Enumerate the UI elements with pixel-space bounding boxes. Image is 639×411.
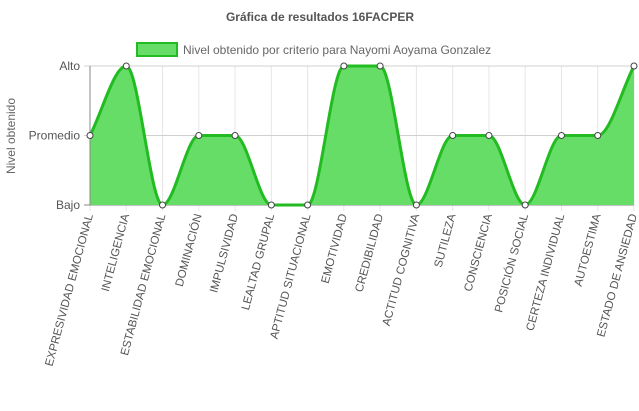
x-tick-labels: EXPRESIVIDAD EMOCIONAL INTELIGENCIAESTABI… [44, 212, 639, 368]
data-point [594, 132, 602, 139]
data-point [485, 132, 493, 139]
y-axis-label: Nivel obtenido [4, 98, 18, 174]
x-tick-label: EXPRESIVIDAD EMOCIONAL [44, 212, 96, 368]
series-area-fill [90, 66, 634, 205]
series-area [88, 64, 636, 207]
x-tick-label: LEALTAD GRUPAL [240, 212, 277, 311]
x-tick-label: SUTILEZA [433, 212, 459, 269]
x-tick-label: CONSCIENCIA [463, 212, 495, 293]
data-point [449, 132, 457, 139]
x-tick-label: ESTADO DE ANSIEDAD [595, 213, 639, 339]
x-tick-label: AUTOESTIMA [573, 212, 604, 287]
x-tick-label: CREDIBILIDAD [354, 213, 386, 294]
data-point [159, 201, 167, 209]
data-point [304, 201, 312, 209]
legend[interactable]: Nivel obtenido por criterio para Nayomi … [136, 42, 491, 57]
x-tick-label: CERTEZA INDIVIDUAL [525, 212, 568, 332]
legend-swatch [136, 42, 178, 57]
data-point [630, 62, 638, 70]
x-tick-label: IMPULSIVIDAD [208, 213, 241, 295]
data-point [122, 62, 130, 70]
data-point [267, 201, 275, 209]
x-tick-label: ACTITUD COGNITIVA [381, 212, 423, 327]
data-points [86, 62, 638, 209]
data-point [557, 132, 565, 139]
x-tick-label: DOMINACIÓN [173, 212, 205, 288]
y-tick-label: Bajo [56, 198, 80, 212]
y-tick-label: Promedio [29, 129, 81, 143]
chart-title: Gráfica de resultados 16FACPER [226, 10, 414, 24]
data-point [86, 132, 94, 139]
x-tick-label: APTITUD SITUACIONAL [268, 212, 313, 340]
data-point [340, 62, 348, 70]
data-point [521, 201, 529, 209]
data-point [195, 132, 203, 139]
series-line [88, 64, 636, 207]
legend-label: Nivel obtenido por criterio para Nayomi … [183, 43, 491, 57]
data-point [231, 132, 239, 139]
data-point [376, 62, 384, 70]
x-tick-label: EMOTIVIDAD [320, 213, 350, 285]
x-tick-label: INTELIGENCIA [100, 212, 132, 293]
y-tick-label: Alto [59, 59, 80, 73]
data-point [412, 201, 420, 209]
y-tick-labels: Bajo Promedio Alto [29, 59, 81, 212]
x-tick-label: POSICIÓN SOCIAL [492, 212, 531, 314]
